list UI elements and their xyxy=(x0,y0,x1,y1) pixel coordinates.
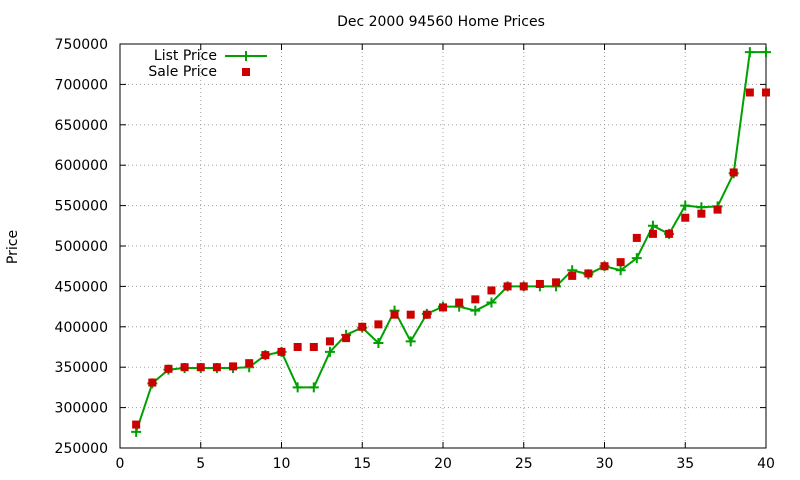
x-tick-label: 20 xyxy=(434,456,452,472)
y-tick-label: 500000 xyxy=(55,239,108,255)
sale-price-point xyxy=(406,310,415,319)
sale-price-point xyxy=(471,295,480,304)
sale-price-point xyxy=(342,334,351,343)
x-tick-label: 25 xyxy=(515,456,533,472)
legend: List Price Sale Price xyxy=(148,48,267,80)
sale-price-series xyxy=(132,88,770,429)
list-price-point xyxy=(647,220,658,231)
sale-price-point xyxy=(616,258,625,267)
x-tick-labels: 0 5 10 15 20 25 30 35 40 xyxy=(116,456,775,472)
sale-price-point xyxy=(229,362,238,371)
legend-marker-sale-price xyxy=(242,68,250,76)
sale-price-point xyxy=(439,303,447,312)
x-tick-label: 5 xyxy=(196,456,205,472)
list-price-point xyxy=(680,200,691,211)
sale-price-point xyxy=(648,229,657,238)
list-price-point xyxy=(486,297,497,308)
x-tick-label: 15 xyxy=(353,456,371,472)
sale-price-point xyxy=(180,363,189,372)
list-price-point xyxy=(631,253,642,264)
y-tick-label: 750000 xyxy=(55,37,108,53)
chart-title: Dec 2000 94560 Home Prices xyxy=(337,14,545,30)
list-price-point xyxy=(761,47,771,58)
sale-price-point xyxy=(519,282,528,291)
sale-price-point xyxy=(358,322,367,331)
sale-price-point xyxy=(212,363,221,372)
sale-price-point xyxy=(632,233,641,242)
y-tick-label: 350000 xyxy=(55,360,108,376)
legend-label-sale-price: Sale Price xyxy=(148,64,217,80)
y-tick-label: 600000 xyxy=(55,158,108,174)
x-tick-label: 35 xyxy=(676,456,694,472)
grid-lines xyxy=(120,44,766,448)
sale-price-point xyxy=(422,310,431,319)
y-axis-label: Price xyxy=(5,230,21,264)
sale-price-point xyxy=(148,378,157,387)
sale-price-point xyxy=(277,347,286,356)
list-price-point xyxy=(405,336,416,347)
x-tick-label: 40 xyxy=(757,456,775,472)
list-price-point xyxy=(292,382,303,393)
sale-price-point xyxy=(568,271,577,280)
sale-price-point xyxy=(309,343,318,351)
y-tick-label: 550000 xyxy=(55,199,108,215)
y-tick-labels: 250000 300000 350000 400000 450000 500000 5500… xyxy=(55,37,108,457)
sale-price-point xyxy=(196,363,205,372)
axis-ticks xyxy=(119,43,767,449)
sale-price-point xyxy=(729,168,738,177)
sale-price-point xyxy=(762,88,770,97)
x-tick-label: 30 xyxy=(596,456,614,472)
list-price-point xyxy=(615,265,626,276)
sale-price-point xyxy=(665,229,674,238)
list-price-point xyxy=(308,382,319,393)
sale-price-point xyxy=(487,286,496,295)
sale-price-point xyxy=(293,343,302,351)
sale-price-point xyxy=(261,351,270,360)
y-tick-label: 300000 xyxy=(55,401,108,417)
legend-marker-list-price xyxy=(241,51,251,61)
sale-price-point xyxy=(552,278,561,287)
sale-price-point xyxy=(745,88,754,97)
sale-price-point xyxy=(455,298,464,307)
sale-price-point xyxy=(600,262,609,271)
sale-price-point xyxy=(697,209,706,218)
y-tick-label: 650000 xyxy=(55,118,108,134)
sale-price-point xyxy=(681,213,690,222)
sale-price-point xyxy=(325,337,334,346)
y-tick-label: 400000 xyxy=(55,320,108,336)
sale-price-point xyxy=(713,205,722,214)
list-price-point xyxy=(470,305,481,316)
list-price-point xyxy=(373,337,384,348)
x-tick-label: 0 xyxy=(116,456,125,472)
list-price-point xyxy=(324,346,335,357)
list-price-series xyxy=(131,47,771,437)
sale-price-point xyxy=(390,310,399,319)
y-tick-label: 450000 xyxy=(55,279,108,295)
sale-price-point xyxy=(584,269,593,278)
y-tick-label: 700000 xyxy=(55,77,108,93)
x-tick-label: 10 xyxy=(273,456,291,472)
sale-price-point xyxy=(503,282,512,291)
sale-price-point xyxy=(164,364,173,373)
y-tick-label: 250000 xyxy=(55,441,108,457)
sale-price-point xyxy=(132,420,141,429)
sale-price-point xyxy=(535,279,544,288)
legend-label-list-price: List Price xyxy=(154,48,217,64)
list-price-point xyxy=(744,47,755,58)
list-price-line xyxy=(135,51,766,433)
sale-price-point xyxy=(374,320,383,329)
sale-price-point xyxy=(245,359,254,368)
